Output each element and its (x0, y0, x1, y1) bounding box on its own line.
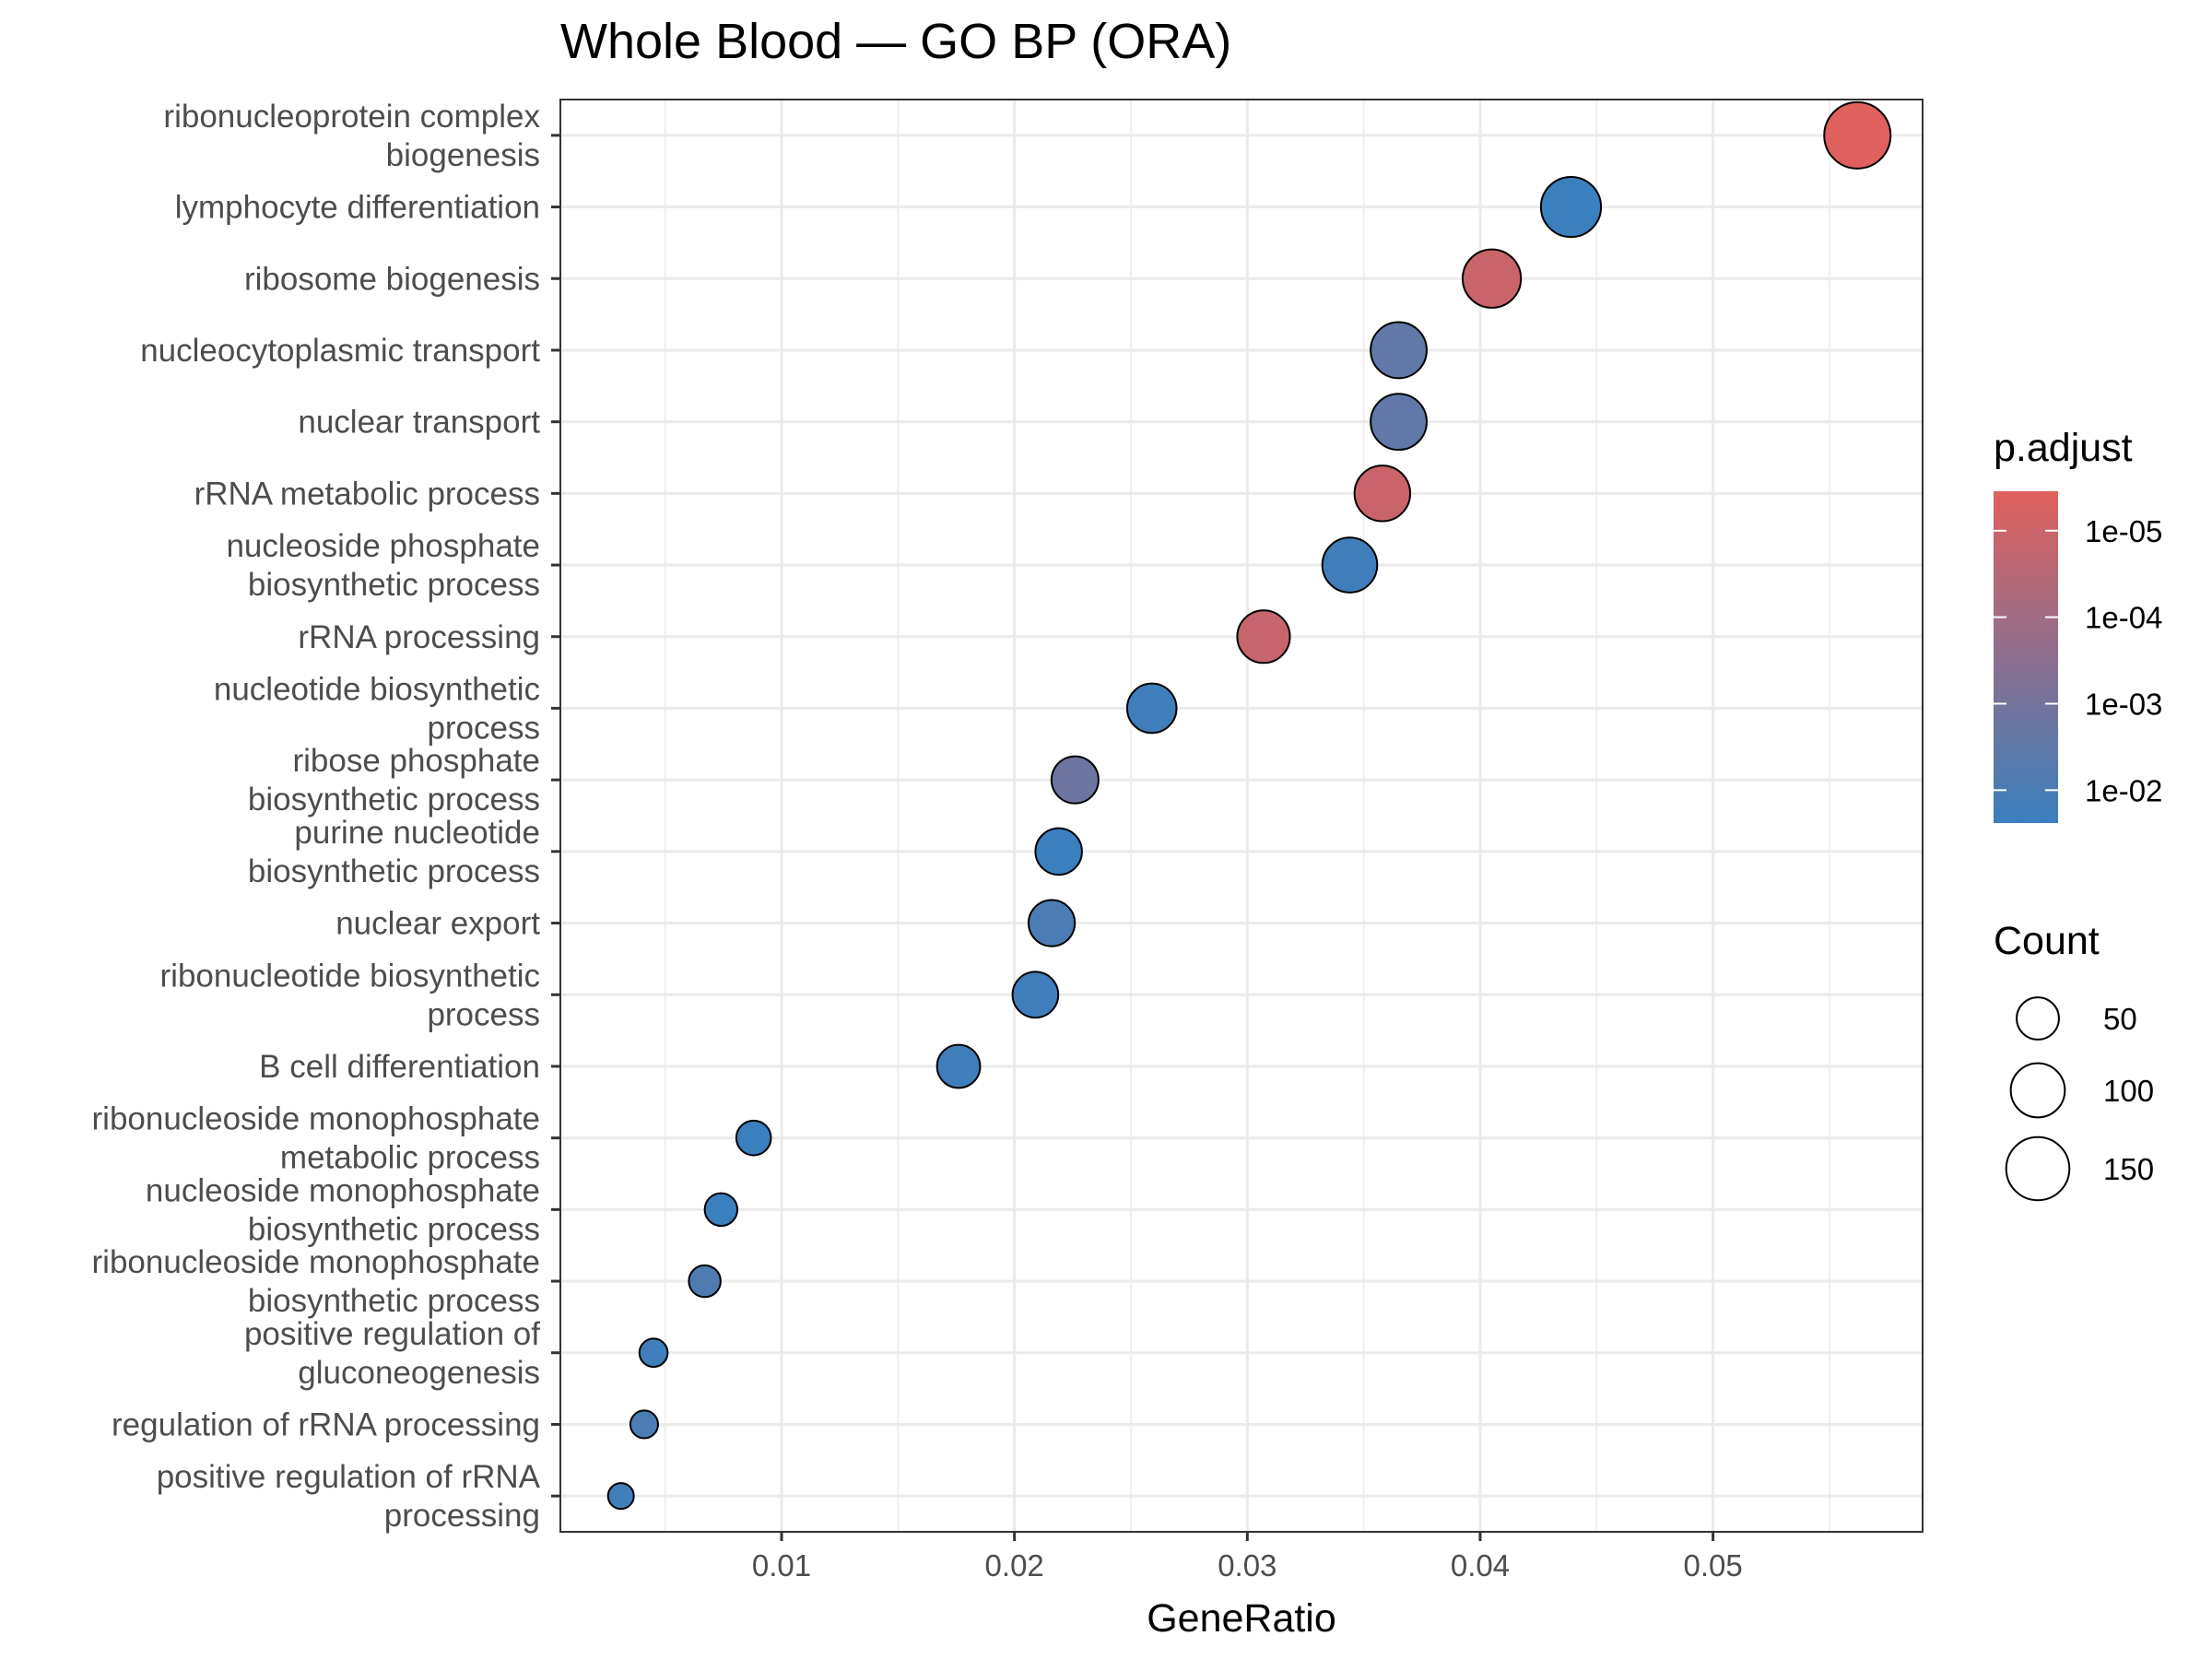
data-point (1011, 971, 1060, 1019)
x-tick-label: 0.04 (1451, 1548, 1510, 1583)
y-tick-label: biosynthetic process (248, 1283, 540, 1319)
data-point (1461, 248, 1523, 309)
y-tick-label: nuclear transport (298, 405, 540, 441)
color-legend-label: 1e-04 (2085, 601, 2162, 635)
grid-lines (560, 100, 1923, 1532)
color-legend-bar (1994, 491, 2058, 823)
size-legend-label: 50 (2103, 1002, 2137, 1036)
y-tick-label: ribonucleoprotein complex (163, 99, 540, 135)
y-tick-label: nucleoside phosphate (226, 528, 540, 564)
color-legend-label: 1e-03 (2085, 687, 2162, 721)
y-tick-label: metabolic process (280, 1140, 540, 1176)
y-tick-label: biosynthetic process (248, 1211, 540, 1247)
y-tick-label: positive regulation of rRNA (157, 1459, 541, 1495)
y-tick-label: processing (384, 1498, 540, 1534)
data-point (638, 1337, 669, 1369)
data-point (629, 1409, 659, 1440)
data-point (1370, 321, 1428, 380)
color-legend-label: 1e-05 (2085, 514, 2162, 548)
x-tick-label: 0.02 (985, 1548, 1044, 1583)
y-tick-label: nucleoside monophosphate (146, 1172, 540, 1208)
data-point (606, 1482, 635, 1511)
y-tick-label: ribose phosphate (292, 743, 540, 779)
y-tick-label: gluconeogenesis (298, 1355, 540, 1391)
panel-background (560, 100, 1923, 1532)
size-legend-circle (2009, 1062, 2066, 1119)
x-axis: 0.01 0.02 0.03 0.04 0.05 (752, 1532, 1743, 1583)
y-tick-label: regulation of rRNA processing (112, 1406, 540, 1442)
y-tick-label: nucleotide biosynthetic (214, 671, 540, 707)
data-point (1823, 100, 1892, 170)
data-point (1050, 755, 1100, 805)
x-tick-label: 0.01 (752, 1548, 811, 1583)
y-tick-label: biosynthetic process (248, 853, 540, 889)
y-tick-label: ribonucleoside monophosphate (92, 1244, 540, 1280)
y-tick-label: lymphocyte differentiation (175, 190, 540, 226)
y-tick-label: rRNA processing (298, 619, 540, 655)
data-point (1125, 682, 1178, 735)
y-tick-label: rRNA metabolic process (194, 476, 540, 512)
y-tick-label: ribosome biogenesis (244, 261, 540, 297)
size-legend-label: 100 (2103, 1074, 2154, 1108)
color-legend-label: 1e-02 (2085, 773, 2162, 807)
size-legend-circle (2005, 1135, 2071, 1202)
y-tick-label: process (427, 710, 540, 746)
y-tick-label: positive regulation of (244, 1316, 540, 1352)
y-tick-label: biogenesis (386, 137, 540, 173)
y-tick-label: nuclear export (335, 906, 540, 942)
data-point (1236, 609, 1291, 665)
chart-title: Whole Blood — GO BP (ORA) (560, 14, 1231, 69)
data-point (1539, 175, 1603, 239)
color-legend: p.adjust 1e-05 1e-04 1e-03 1e-02 (1994, 426, 2162, 823)
y-tick-label: B cell differentiation (259, 1049, 540, 1085)
data-point (1370, 393, 1428, 452)
y-tick-label: process (427, 996, 540, 1032)
data-point (935, 1043, 982, 1089)
color-legend-ticks: 1e-05 1e-04 1e-03 1e-02 (1994, 514, 2162, 807)
x-axis-title: GeneRatio (1147, 1596, 1336, 1641)
y-tick-label: ribonucleotide biosynthetic (160, 958, 540, 994)
size-legend-items: 50 100 150 (2005, 996, 2154, 1202)
size-legend-title: Count (1994, 919, 2100, 963)
data-point (1353, 465, 1412, 523)
panel-border (559, 99, 1924, 1533)
data-point (1321, 536, 1379, 594)
color-legend-title: p.adjust (1994, 426, 2133, 470)
size-legend-circle (2016, 996, 2060, 1041)
data-point (688, 1264, 722, 1299)
size-legend-label: 150 (2103, 1152, 2154, 1186)
data-point (703, 1192, 739, 1228)
x-tick-label: 0.03 (1218, 1548, 1277, 1583)
data-point (735, 1119, 772, 1157)
x-tick-label: 0.05 (1683, 1548, 1742, 1583)
y-tick-label: nucleocytoplasmic transport (140, 333, 540, 369)
y-tick-label: biosynthetic process (248, 567, 540, 603)
data-point (1027, 899, 1077, 947)
y-tick-label: biosynthetic process (248, 782, 540, 818)
data-point (1034, 827, 1083, 877)
y-tick-label: ribonucleoside monophosphate (92, 1101, 540, 1137)
y-tick-label: purine nucleotide (294, 815, 540, 851)
size-legend: Count 50 100 150 (1994, 919, 2154, 1202)
data-points (606, 100, 1892, 1511)
